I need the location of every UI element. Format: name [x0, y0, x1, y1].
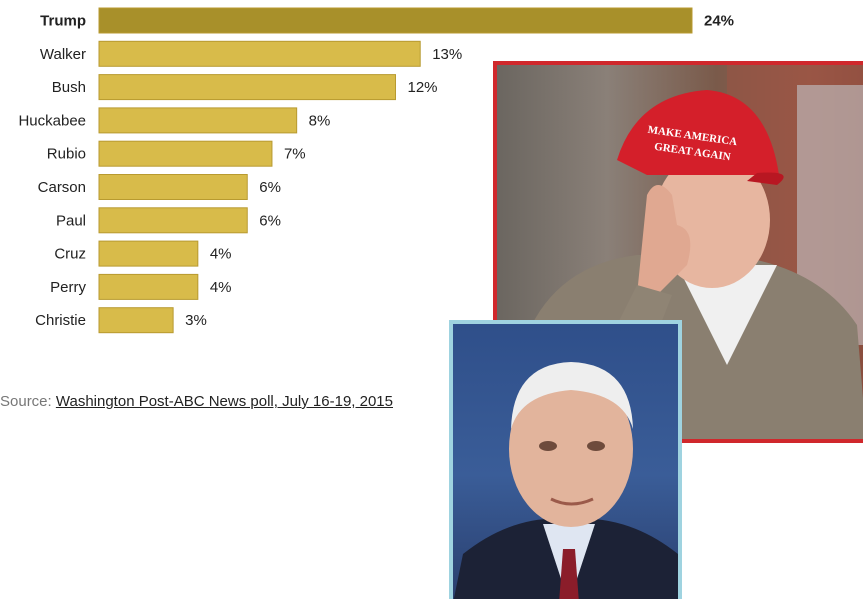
trump-photo: MAKE AMERICA GREAT AGAIN	[493, 61, 863, 443]
value-label-rubio: 7%	[284, 146, 306, 163]
value-label-trump: 24%	[704, 13, 734, 30]
value-label-paul: 6%	[259, 212, 281, 229]
value-label-christie: 3%	[185, 312, 207, 329]
category-label-trump: Trump	[40, 13, 86, 30]
bar-walker	[98, 40, 421, 67]
value-label-bush: 12%	[408, 79, 438, 96]
value-label-cruz: 4%	[210, 246, 232, 263]
value-label-carson: 6%	[259, 179, 281, 196]
trump-photo-illustration: MAKE AMERICA GREAT AGAIN	[517, 65, 863, 439]
bar-rubio	[98, 140, 273, 167]
category-label-carson: Carson	[38, 179, 86, 196]
category-label-huckabee: Huckabee	[18, 112, 86, 129]
category-label-perry: Perry	[50, 279, 86, 296]
bar-huckabee	[98, 107, 298, 134]
category-label-bush: Bush	[52, 79, 86, 96]
bar-paul	[98, 207, 248, 234]
value-label-huckabee: 8%	[309, 112, 331, 129]
value-label-perry: 4%	[210, 279, 232, 296]
category-label-cruz: Cruz	[54, 246, 86, 263]
mccain-photo-illustration	[453, 362, 678, 599]
source-prefix: Source:	[0, 393, 52, 410]
source-line: Source: Washington Post-ABC News poll, J…	[0, 393, 393, 410]
category-label-walker: Walker	[40, 46, 86, 63]
bar-chart: Trump 24% Walker 13% Bush 12% Huckabee 8% Rubio 7…	[18, 7, 734, 334]
category-label-rubio: Rubio	[47, 146, 86, 163]
bar-cruz	[98, 240, 199, 267]
bar-perry	[98, 273, 199, 300]
bar-trump	[98, 7, 693, 34]
bar-christie	[98, 307, 174, 334]
source-link[interactable]: Washington Post-ABC News poll, July 16-1…	[55, 393, 393, 410]
bar-bush	[98, 74, 396, 101]
mccain-photo	[449, 320, 682, 599]
bar-carson	[98, 174, 248, 200]
value-label-walker: 13%	[432, 46, 462, 63]
category-label-paul: Paul	[56, 212, 86, 229]
category-label-christie: Christie	[35, 312, 86, 329]
